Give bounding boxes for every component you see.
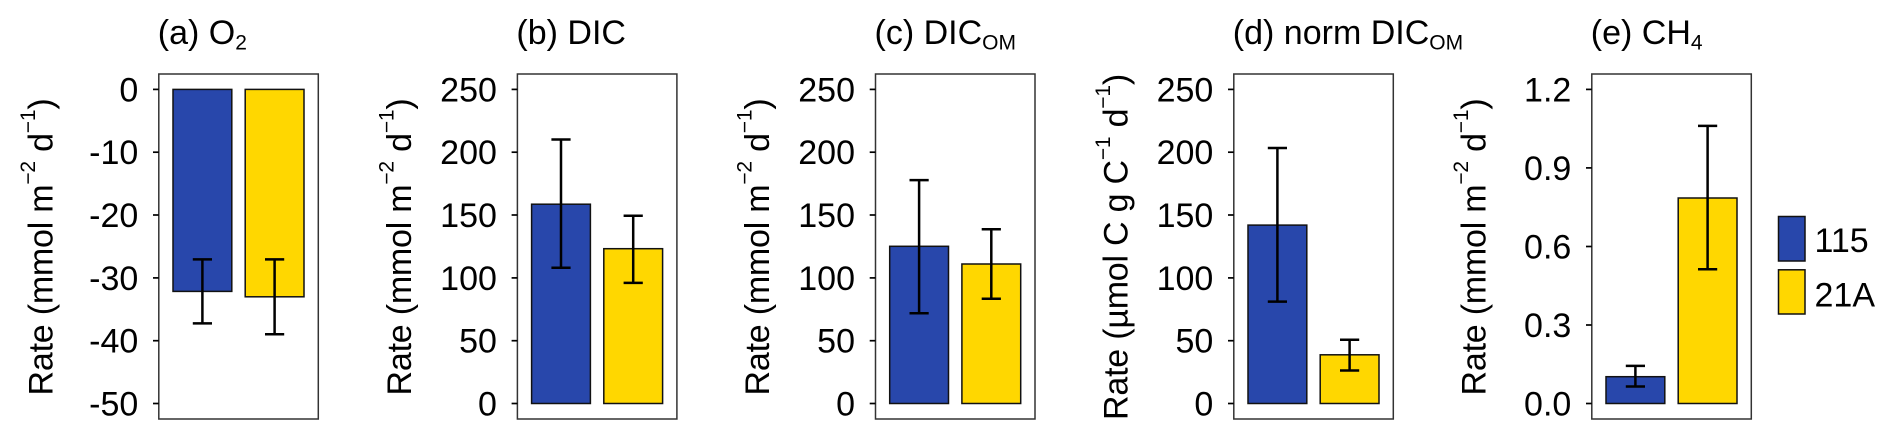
svg-text:-10: -10: [89, 134, 138, 172]
svg-text:50: 50: [817, 323, 855, 361]
svg-text:100: 100: [798, 260, 855, 298]
svg-text:150: 150: [440, 197, 497, 235]
svg-text:100: 100: [440, 260, 497, 298]
svg-text:200: 200: [1157, 134, 1214, 172]
svg-text:115: 115: [1815, 222, 1869, 260]
svg-text:0.9: 0.9: [1524, 150, 1571, 188]
svg-text:-50: -50: [89, 386, 138, 424]
svg-text:(e) CH4: (e) CH4: [1591, 14, 1703, 55]
svg-text:0.0: 0.0: [1524, 386, 1571, 424]
svg-text:21A: 21A: [1815, 277, 1876, 315]
svg-text:(d) norm DICOM: (d) norm DICOM: [1233, 14, 1463, 55]
svg-text:-20: -20: [89, 197, 138, 235]
svg-text:(a) O2: (a) O2: [158, 14, 247, 55]
svg-text:150: 150: [1157, 197, 1214, 235]
svg-text:Rate (mmol m−2 d−1): Rate (mmol m−2 d−1): [375, 99, 419, 396]
svg-text:(b) DIC: (b) DIC: [516, 14, 626, 52]
svg-text:Rate (µmol C g C−1 d−1): Rate (µmol C g C−1 d−1): [1092, 74, 1136, 420]
svg-text:0: 0: [836, 386, 855, 424]
svg-text:250: 250: [798, 71, 855, 109]
svg-text:50: 50: [1175, 323, 1213, 361]
svg-text:Rate (mmol m−2 d−1): Rate (mmol m−2 d−1): [1450, 99, 1494, 396]
svg-text:200: 200: [798, 134, 855, 172]
svg-text:-30: -30: [89, 260, 138, 298]
svg-text:250: 250: [1157, 71, 1214, 109]
svg-text:0: 0: [1194, 386, 1213, 424]
svg-text:0.3: 0.3: [1524, 307, 1571, 345]
svg-text:150: 150: [798, 197, 855, 235]
svg-text:200: 200: [440, 134, 497, 172]
svg-text:50: 50: [459, 323, 497, 361]
svg-text:Rate (mmol m−2 d−1): Rate (mmol m−2 d−1): [734, 99, 778, 396]
svg-text:Rate (mmol m−2 d−1): Rate (mmol m−2 d−1): [17, 99, 61, 396]
svg-text:0.6: 0.6: [1524, 229, 1571, 267]
svg-text:0: 0: [478, 386, 497, 424]
svg-text:0: 0: [119, 71, 138, 109]
svg-text:1.2: 1.2: [1524, 71, 1571, 109]
svg-text:100: 100: [1157, 260, 1214, 298]
svg-text:250: 250: [440, 71, 497, 109]
svg-text:-40: -40: [89, 323, 138, 361]
